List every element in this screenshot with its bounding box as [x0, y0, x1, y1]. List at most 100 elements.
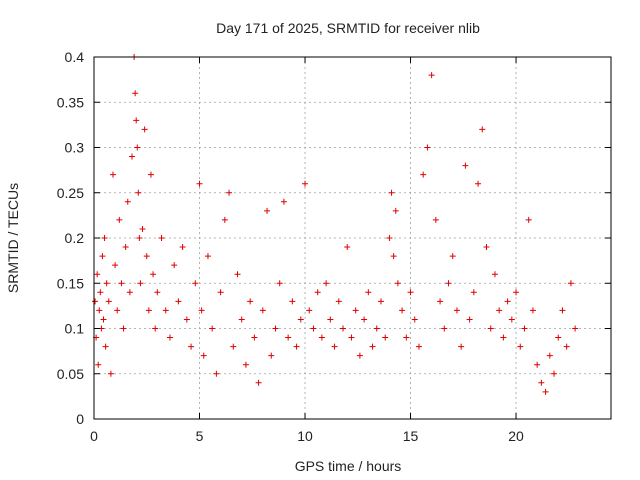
data-point — [496, 307, 503, 314]
data-point — [97, 289, 104, 296]
data-point — [221, 216, 228, 223]
data-point — [162, 307, 169, 314]
x-tick-label: 20 — [508, 428, 524, 444]
data-point — [100, 316, 107, 323]
data-point — [114, 307, 121, 314]
data-point — [483, 244, 490, 251]
data-point — [348, 334, 355, 341]
data-point — [105, 298, 112, 305]
data-point — [458, 343, 465, 350]
data-point — [200, 352, 207, 359]
data-point — [133, 117, 140, 124]
data-point — [280, 198, 287, 205]
data-point — [188, 343, 195, 350]
data-point — [122, 244, 129, 251]
data-point — [126, 289, 133, 296]
data-point — [466, 316, 473, 323]
data-point — [314, 289, 321, 296]
data-point — [491, 271, 498, 278]
data-point — [386, 235, 393, 241]
data-point — [268, 352, 275, 359]
data-point — [94, 271, 101, 278]
data-point — [96, 307, 103, 314]
data-point — [103, 280, 110, 287]
data-point — [411, 316, 418, 323]
data-point — [399, 307, 406, 314]
data-point — [437, 298, 444, 305]
data-point — [538, 379, 545, 386]
data-point — [428, 72, 435, 79]
data-point — [306, 307, 313, 314]
data-point — [327, 316, 334, 323]
y-tick-label: 0.15 — [57, 275, 84, 291]
data-point — [453, 307, 460, 314]
data-point — [365, 289, 372, 296]
data-point — [525, 216, 532, 223]
data-point — [175, 298, 182, 305]
y-tick-label: 0.05 — [57, 366, 84, 382]
data-point — [504, 298, 511, 305]
data-point — [136, 235, 143, 241]
y-tick-label: 0.3 — [65, 140, 85, 156]
data-point — [369, 343, 376, 350]
data-point — [150, 271, 157, 278]
data-point — [403, 334, 410, 341]
y-tick-label: 0 — [76, 411, 84, 427]
data-point — [323, 280, 330, 287]
data-point — [361, 316, 368, 323]
data-point — [109, 171, 116, 178]
y-tick-label: 0.1 — [65, 321, 85, 337]
data-point — [297, 316, 304, 323]
data-point — [135, 189, 142, 196]
data-point — [154, 289, 161, 296]
data-point — [331, 343, 338, 350]
data-point — [487, 325, 494, 332]
data-point — [101, 235, 108, 241]
data-point — [508, 316, 515, 323]
data-point — [217, 289, 224, 296]
data-point — [152, 325, 159, 332]
data-point — [479, 126, 486, 133]
data-point — [264, 207, 271, 214]
data-point — [124, 198, 131, 205]
chart-title: Day 171 of 2025, SRMTID for receiver nli… — [216, 20, 480, 36]
data-point — [255, 379, 262, 386]
data-point — [546, 352, 553, 359]
data-point — [340, 325, 347, 332]
data-point — [145, 307, 152, 314]
data-point — [318, 334, 325, 341]
data-point — [247, 298, 254, 305]
data-point — [289, 298, 296, 305]
data-point — [567, 280, 574, 287]
data-point — [415, 343, 422, 350]
data-point — [192, 280, 199, 287]
data-point — [198, 307, 205, 314]
x-tick-label: 15 — [403, 428, 419, 444]
data-point — [230, 343, 237, 350]
data-point — [432, 216, 439, 223]
data-point — [310, 325, 317, 332]
data-point — [388, 189, 395, 196]
data-point — [166, 334, 173, 341]
data-point — [234, 271, 241, 278]
data-point — [107, 370, 114, 377]
data-point — [563, 343, 570, 350]
data-point — [500, 334, 507, 341]
data-point — [132, 90, 139, 97]
data-point — [141, 126, 148, 133]
data-point — [542, 388, 549, 395]
data-point — [118, 280, 125, 287]
data-point — [555, 334, 562, 341]
data-point — [102, 343, 109, 350]
data-point — [352, 307, 359, 314]
data-point — [272, 325, 279, 332]
data-point — [344, 244, 351, 251]
y-axis-label: SRMTID / TECUs — [5, 183, 21, 293]
data-point — [475, 180, 482, 187]
data-point — [356, 352, 363, 359]
data-point — [529, 307, 536, 314]
data-point — [377, 298, 384, 305]
data-point — [139, 225, 146, 232]
